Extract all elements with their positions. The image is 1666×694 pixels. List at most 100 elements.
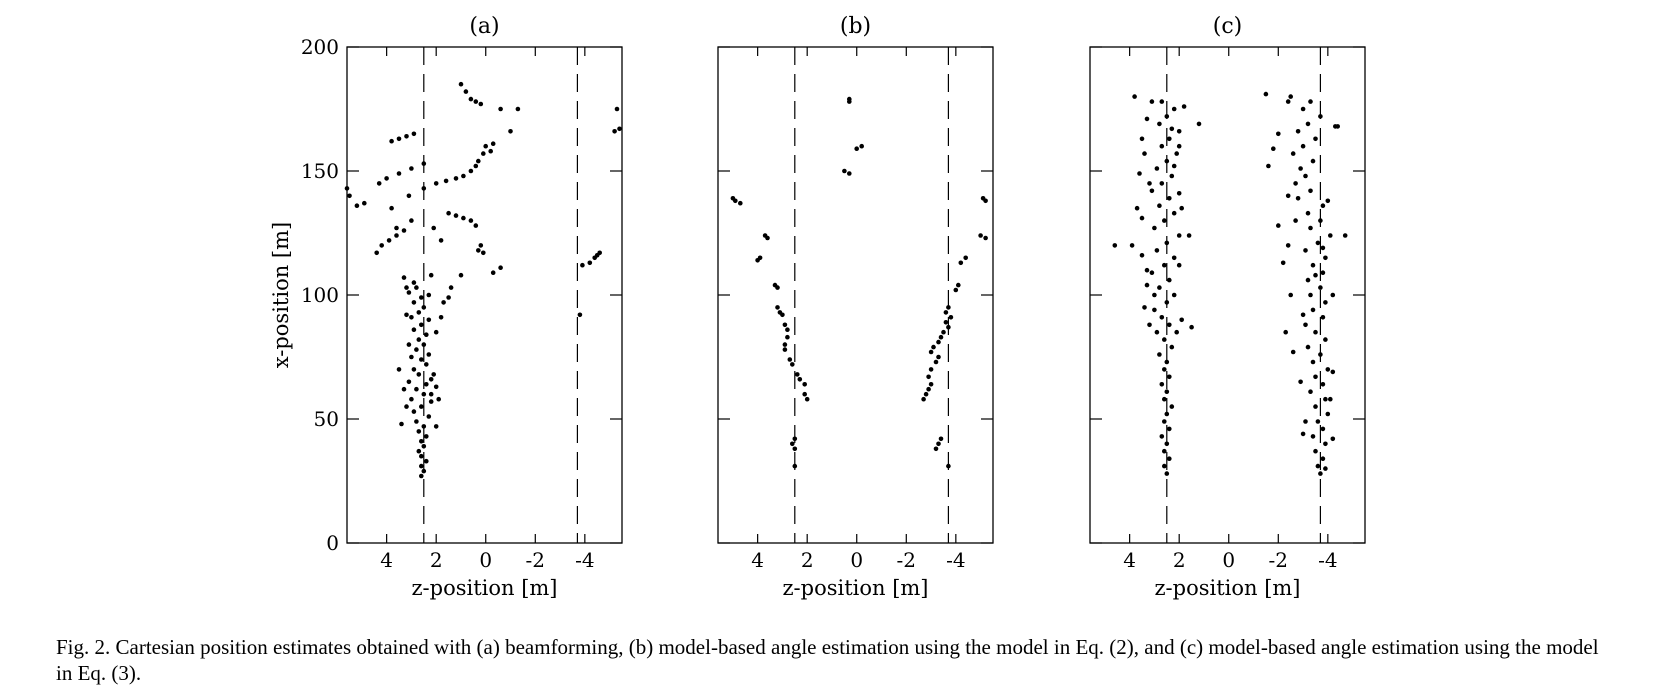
panel-3-x-tick-label: 4 — [1123, 548, 1136, 572]
panel-3-data-point — [1318, 285, 1323, 290]
panel-2-data-point — [953, 287, 959, 293]
panel-3-data-point — [1167, 374, 1172, 380]
panel-1-data-point — [461, 173, 466, 179]
panel-3-data-point — [1162, 448, 1167, 454]
panel-1-y-tick-label: 200 — [301, 35, 339, 59]
panel-3-data-point — [1196, 121, 1202, 127]
panel-1-data-point — [414, 347, 419, 352]
panel-1-data-point — [411, 409, 417, 414]
panel-3-data-point — [1308, 225, 1313, 231]
panel-2-x-axis-label: z-position [m] — [782, 576, 928, 600]
panel-1-data-point — [428, 391, 434, 397]
panel-1-data-point — [473, 223, 479, 228]
panel-1-data-point — [446, 210, 451, 216]
panel-3-data-point — [1295, 196, 1301, 201]
panel-1-data-point — [515, 106, 521, 112]
panel-3-data-point — [1176, 262, 1182, 268]
panel-2-data-point — [782, 347, 788, 352]
panel-3-data-point — [1164, 389, 1170, 395]
panel-1-data-point — [376, 181, 382, 186]
panel-3-data-point — [1162, 396, 1167, 402]
panel-3-data-point — [1263, 91, 1269, 97]
panel-3-data-point — [1320, 203, 1326, 208]
panel-2-data-point — [946, 324, 951, 330]
panel-3-data-point — [1176, 143, 1182, 149]
panel-1-data-point — [483, 143, 489, 149]
panel-2-data-point — [933, 359, 939, 365]
panel-3-data-point — [1323, 466, 1328, 471]
panel-1-plot-frame — [346, 46, 623, 544]
panel-1-data-point — [396, 136, 402, 142]
panel-3-data-point — [1285, 243, 1291, 248]
panel-3-data-point — [1308, 99, 1313, 104]
panel-1-data-point — [421, 342, 427, 347]
panel-3-title: (c) — [1213, 14, 1243, 39]
panel-3-data-point — [1157, 285, 1162, 290]
panel-3-data-point — [1167, 322, 1172, 328]
panel-1-data-point — [473, 163, 479, 169]
panel-1-data-point — [421, 424, 427, 429]
panel-3-data-point — [1308, 389, 1313, 395]
panel-1-data-point — [362, 200, 367, 206]
panel-3-data-point — [1152, 225, 1157, 231]
panel-1-data-point — [428, 272, 434, 278]
panel-2-data-point — [956, 282, 961, 288]
panel-3-data-point — [1147, 181, 1152, 186]
panel-2-data-point — [933, 446, 939, 452]
panel-1-data-point — [481, 250, 486, 256]
panel-3-data-point — [1305, 277, 1311, 283]
panel-3-data-point — [1179, 205, 1184, 211]
panel-3-data-point — [1342, 233, 1348, 238]
panel-3-data-point — [1171, 163, 1177, 169]
panel-1-data-point — [419, 473, 424, 479]
panel-1-data-point — [446, 295, 451, 300]
panel-3-data-point — [1139, 215, 1145, 221]
panel-1-data-point — [419, 453, 424, 459]
panel-3-data-point — [1167, 456, 1172, 462]
panel-3-data-point — [1323, 396, 1328, 402]
panel-3-data-point — [1159, 382, 1165, 387]
panel-1-data-point — [401, 228, 407, 233]
panel-3-data-point — [1162, 367, 1167, 372]
panel-1-data-point — [461, 215, 466, 221]
panel-2-data-point — [936, 354, 941, 360]
panel-3-data-point — [1318, 218, 1323, 223]
panel-2-data-point — [755, 258, 760, 263]
panel-3-data-point — [1176, 233, 1182, 238]
panel-3-data-point — [1162, 262, 1167, 268]
panel-2-data-point — [785, 327, 790, 333]
panel-2-data-point — [792, 446, 798, 452]
panel-3-data-point — [1167, 277, 1172, 283]
panel-3-data-point — [1298, 379, 1303, 385]
panel-1-data-point — [416, 372, 422, 377]
panel-1-data-point — [433, 384, 439, 390]
panel-1-data-point — [490, 141, 496, 146]
panel-1-data-point — [409, 354, 414, 360]
panel-3-data-point — [1323, 300, 1328, 305]
panel-1-data-point — [488, 148, 494, 154]
panel-3-data-point — [1171, 255, 1177, 261]
panel-3-data-point — [1157, 121, 1162, 127]
panel-1-data-point — [389, 205, 394, 211]
panel-2-data-point — [983, 198, 988, 204]
panel-3-data-point — [1290, 151, 1296, 156]
panel-3-data-point — [1167, 426, 1172, 432]
panel-3-data-point — [1189, 324, 1194, 330]
panel-1-data-point — [453, 176, 459, 181]
panel-3-data-point — [1176, 191, 1182, 196]
panel-1-data-point — [406, 379, 412, 385]
panel-1-data-point — [476, 158, 481, 164]
panel-1-data-point — [508, 129, 513, 134]
panel-1-data-point — [421, 186, 427, 191]
panel-3-data-point — [1112, 243, 1118, 248]
panel-3-data-point — [1164, 359, 1170, 365]
panel-1-y-axis-label: x-position [m] — [269, 222, 293, 368]
panel-1-data-point — [379, 243, 385, 248]
panel-1-data-point — [433, 181, 439, 186]
panel-1-data-point — [414, 285, 419, 290]
panel-2-data-point — [847, 99, 852, 104]
panel-2-data-point — [802, 382, 807, 387]
panel-2-data-point — [936, 339, 941, 345]
panel-3-data-point — [1280, 260, 1286, 266]
panel-1-data-point — [416, 310, 422, 315]
